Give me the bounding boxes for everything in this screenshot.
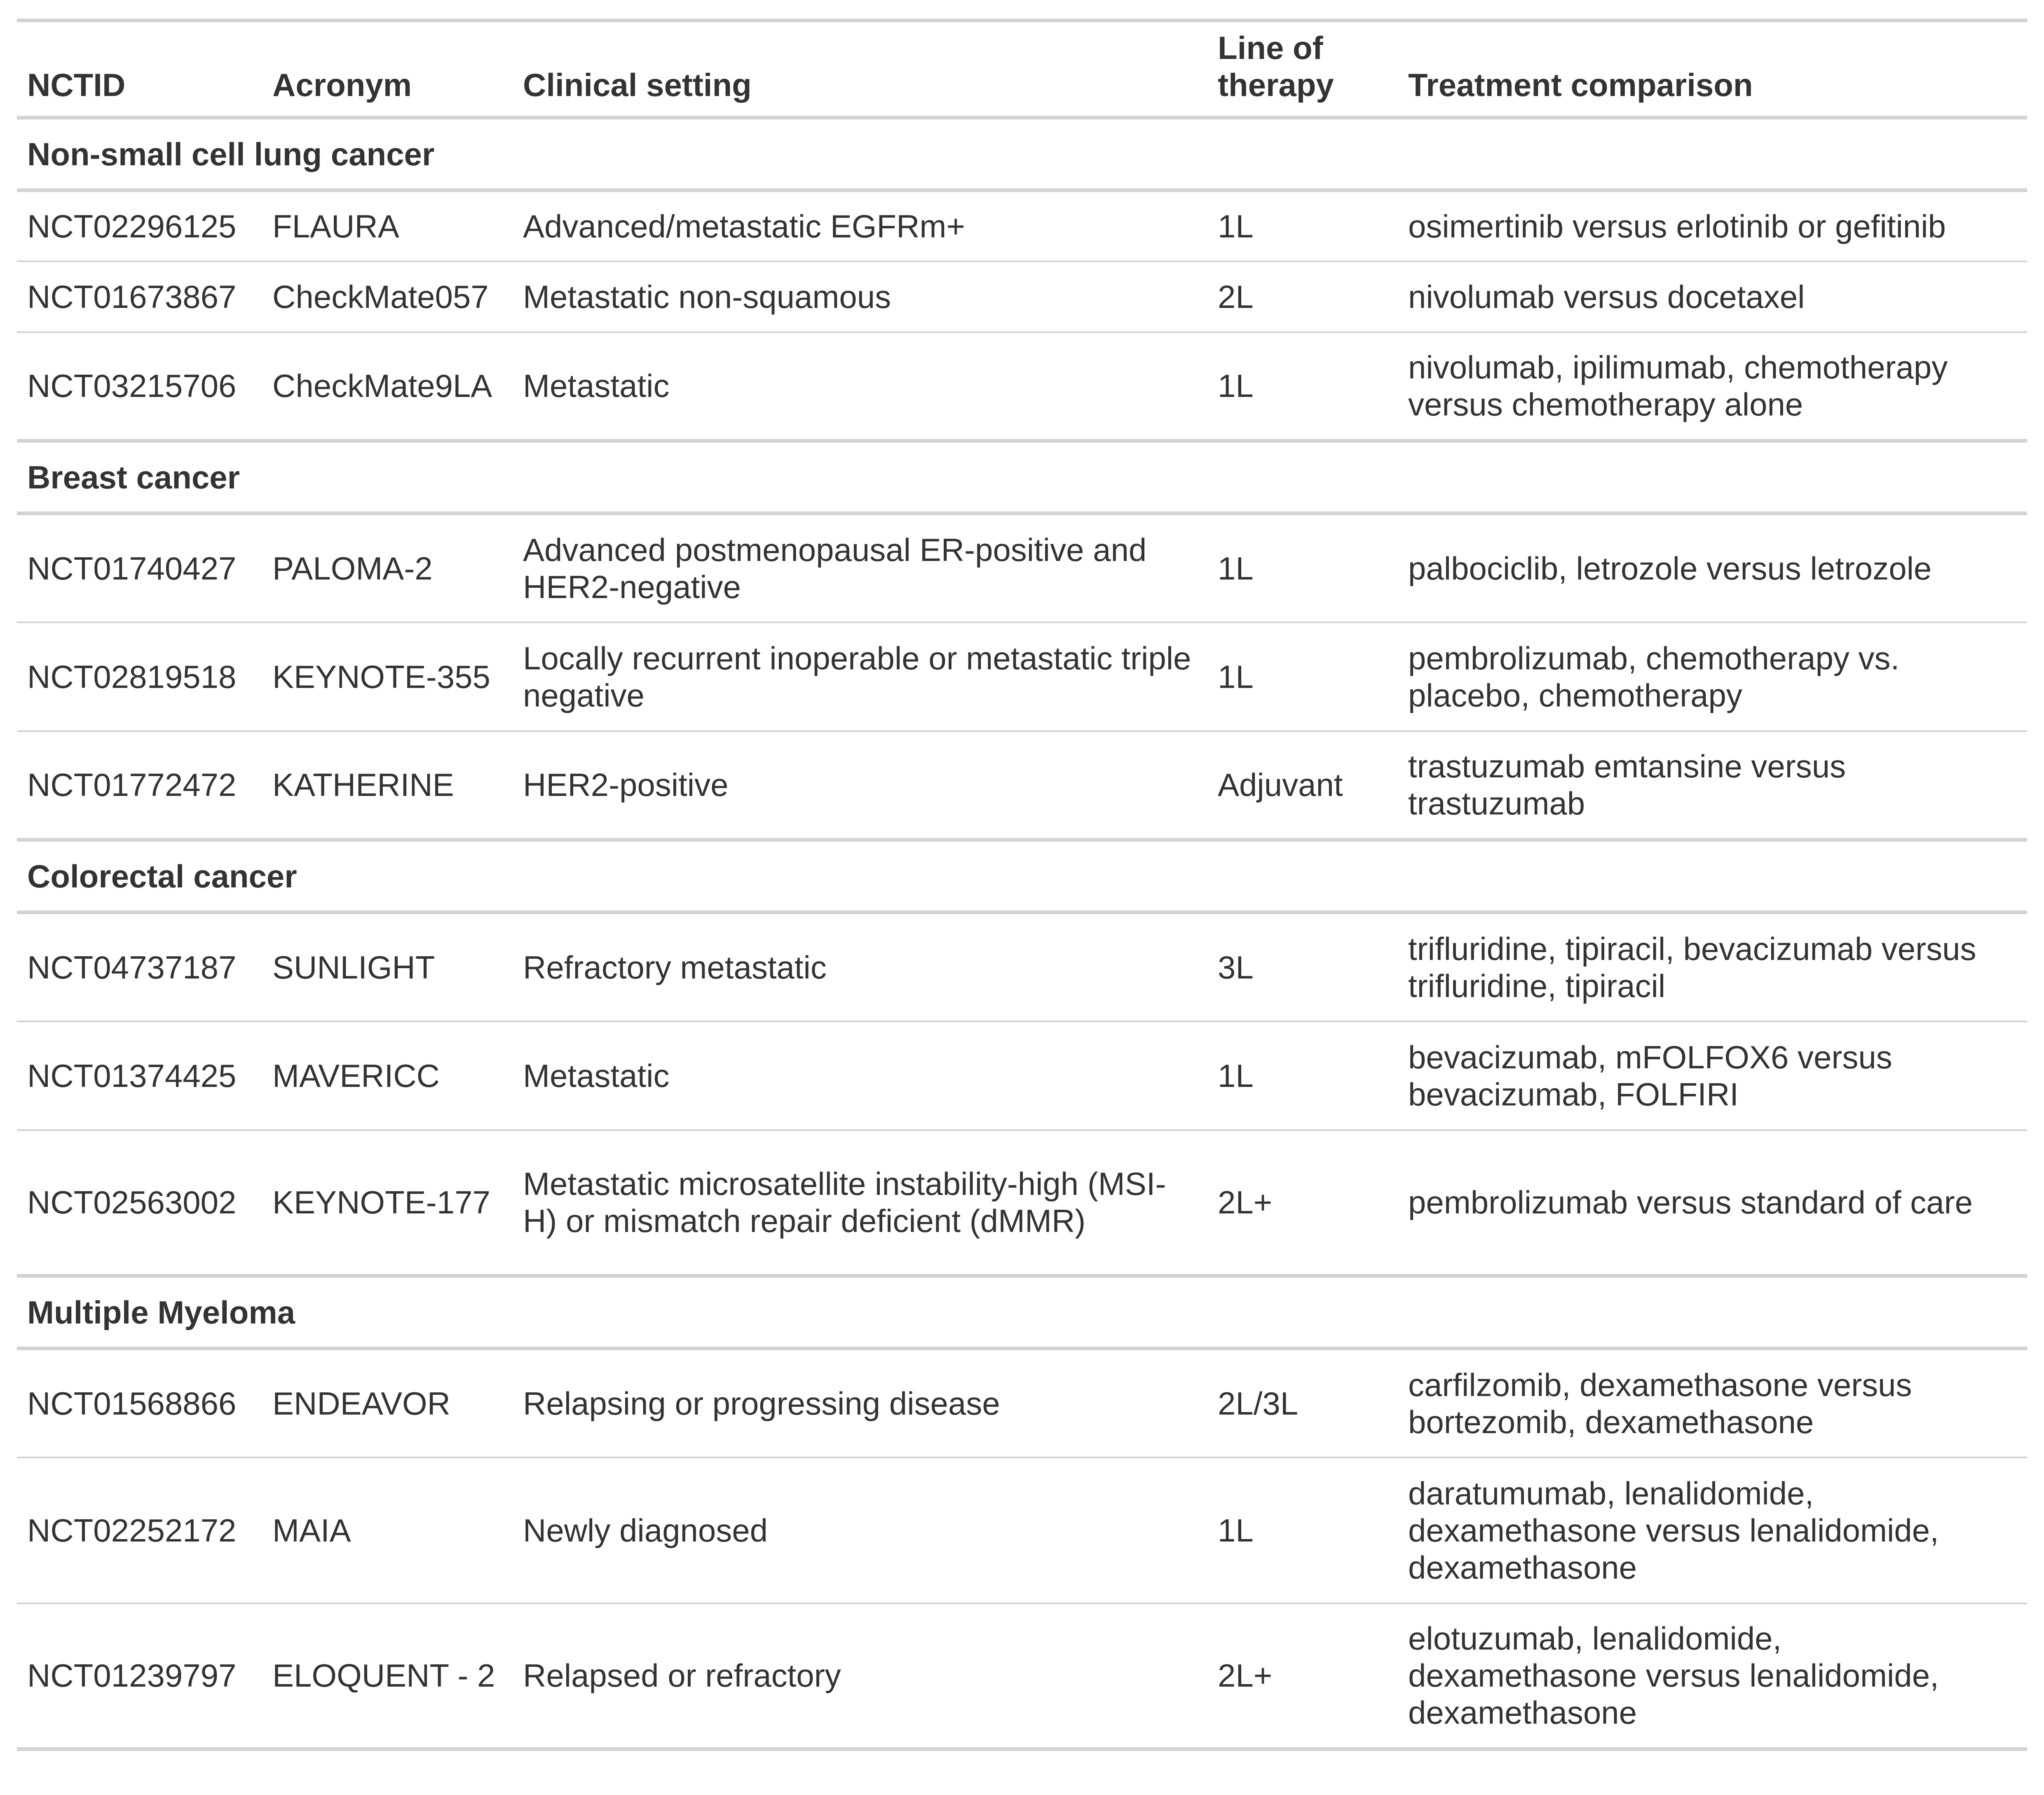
- table-row: NCT01673867 CheckMate057 Metastatic non-…: [17, 261, 2027, 333]
- table-row: NCT02296125 FLAURA Advanced/metastatic E…: [17, 190, 2027, 262]
- comparison-cell: pembrolizumab versus standard of care: [1398, 1130, 2027, 1278]
- line-cell: 2L+: [1207, 1130, 1398, 1278]
- table-body: Non-small cell lung cancer NCT02296125 F…: [17, 117, 2027, 1750]
- setting-cell: Refractory metastatic: [513, 912, 1207, 1022]
- acronym-cell: ENDEAVOR: [262, 1348, 513, 1458]
- line-cell: 2L: [1207, 261, 1398, 333]
- header-clinical-setting[interactable]: Clinical setting: [513, 20, 1207, 120]
- acronym-cell: KEYNOTE-355: [262, 622, 513, 732]
- group-row-nsclc: Non-small cell lung cancer: [17, 117, 2027, 192]
- nctid-cell: NCT01740427: [17, 513, 262, 623]
- comparison-cell: palbociclib, letrozole versus letrozole: [1398, 513, 2027, 623]
- acronym-cell: MAIA: [262, 1457, 513, 1604]
- setting-cell: Advanced/metastatic EGFRm+: [513, 190, 1207, 262]
- comparison-cell: nivolumab versus docetaxel: [1398, 261, 2027, 333]
- setting-cell: Metastatic: [513, 332, 1207, 443]
- line-cell: 1L: [1207, 190, 1398, 262]
- setting-cell: HER2-positive: [513, 731, 1207, 842]
- nctid-cell: NCT01374425: [17, 1021, 262, 1131]
- table-row: NCT04737187 SUNLIGHT Refractory metastat…: [17, 912, 2027, 1022]
- acronym-cell: ELOQUENT - 2: [262, 1603, 513, 1750]
- table-row: NCT01374425 MAVERICC Metastatic 1L bevac…: [17, 1021, 2027, 1131]
- acronym-cell: CheckMate057: [262, 261, 513, 333]
- header-row: NCTID Acronym Clinical setting Line of t…: [17, 20, 2027, 120]
- table-header: NCTID Acronym Clinical setting Line of t…: [17, 20, 2027, 120]
- comparison-cell: carfilzomib, dexamethasone versus bortez…: [1398, 1348, 2027, 1458]
- acronym-cell: KEYNOTE-177: [262, 1130, 513, 1278]
- table-row: NCT01568866 ENDEAVOR Relapsing or progre…: [17, 1348, 2027, 1458]
- acronym-cell: FLAURA: [262, 190, 513, 262]
- nctid-cell: NCT02296125: [17, 190, 262, 262]
- table-row: NCT01239797 ELOQUENT - 2 Relapsed or ref…: [17, 1603, 2027, 1750]
- nctid-cell: NCT01239797: [17, 1603, 262, 1750]
- comparison-cell: osimertinib versus erlotinib or gefitini…: [1398, 190, 2027, 262]
- table-row: NCT02563002 KEYNOTE-177 Metastatic micro…: [17, 1130, 2027, 1278]
- comparison-cell: trastuzumab emtansine versus trastuzumab: [1398, 731, 2027, 842]
- group-row-multiple-myeloma: Multiple Myeloma: [17, 1276, 2027, 1350]
- group-row-breast-cancer: Breast cancer: [17, 441, 2027, 515]
- nctid-cell: NCT03215706: [17, 332, 262, 443]
- line-cell: 2L/3L: [1207, 1348, 1398, 1458]
- nctid-cell: NCT02819518: [17, 622, 262, 732]
- setting-cell: Advanced postmenopausal ER-positive and …: [513, 513, 1207, 623]
- line-cell: 1L: [1207, 1457, 1398, 1604]
- acronym-cell: CheckMate9LA: [262, 332, 513, 443]
- header-treatment-comparison[interactable]: Treatment comparison: [1398, 20, 2027, 120]
- comparison-cell: nivolumab, ipilimumab, chemotherapy vers…: [1398, 332, 2027, 443]
- table-row: NCT01740427 PALOMA-2 Advanced postmenopa…: [17, 513, 2027, 623]
- line-cell: 2L+: [1207, 1603, 1398, 1750]
- setting-cell: Metastatic microsatellite instability-hi…: [513, 1130, 1207, 1278]
- line-cell: 1L: [1207, 1021, 1398, 1131]
- comparison-cell: elotuzumab, lenalidomide, dexamethasone …: [1398, 1603, 2027, 1750]
- nctid-cell: NCT01772472: [17, 731, 262, 842]
- acronym-cell: KATHERINE: [262, 731, 513, 842]
- nctid-cell: NCT02563002: [17, 1130, 262, 1278]
- nctid-cell: NCT01568866: [17, 1348, 262, 1458]
- acronym-cell: SUNLIGHT: [262, 912, 513, 1022]
- setting-cell: Metastatic: [513, 1021, 1207, 1131]
- setting-cell: Relapsing or progressing disease: [513, 1348, 1207, 1458]
- table-row: NCT03215706 CheckMate9LA Metastatic 1L n…: [17, 332, 2027, 443]
- nctid-cell: NCT01673867: [17, 261, 262, 333]
- table-row: NCT01772472 KATHERINE HER2-positive Adju…: [17, 731, 2027, 842]
- line-cell: 1L: [1207, 513, 1398, 623]
- trials-table-container: NCTID Acronym Clinical setting Line of t…: [17, 19, 2027, 1751]
- line-cell: 1L: [1207, 332, 1398, 443]
- nctid-cell: NCT04737187: [17, 912, 262, 1022]
- group-label: Multiple Myeloma: [17, 1276, 2027, 1350]
- header-acronym[interactable]: Acronym: [262, 20, 513, 120]
- line-cell: 1L: [1207, 622, 1398, 732]
- header-nctid[interactable]: NCTID: [17, 20, 262, 120]
- setting-cell: Newly diagnosed: [513, 1457, 1207, 1604]
- nctid-cell: NCT02252172: [17, 1457, 262, 1604]
- header-line-of-therapy[interactable]: Line of therapy: [1207, 20, 1398, 120]
- line-cell: Adjuvant: [1207, 731, 1398, 842]
- group-label: Colorectal cancer: [17, 840, 2027, 914]
- comparison-cell: trifluridine, tipiracil, bevacizumab ver…: [1398, 912, 2027, 1022]
- group-row-colorectal-cancer: Colorectal cancer: [17, 840, 2027, 914]
- acronym-cell: PALOMA-2: [262, 513, 513, 623]
- comparison-cell: pembrolizumab, chemotherapy vs. placebo,…: [1398, 622, 2027, 732]
- group-label: Non-small cell lung cancer: [17, 117, 2027, 192]
- clinical-trials-table: NCTID Acronym Clinical setting Line of t…: [17, 19, 2027, 1751]
- table-row: NCT02819518 KEYNOTE-355 Locally recurren…: [17, 622, 2027, 732]
- line-cell: 3L: [1207, 912, 1398, 1022]
- comparison-cell: daratumumab, lenalidomide, dexamethasone…: [1398, 1457, 2027, 1604]
- comparison-cell: bevacizumab, mFOLFOX6 versus bevacizumab…: [1398, 1021, 2027, 1131]
- setting-cell: Metastatic non-squamous: [513, 261, 1207, 333]
- setting-cell: Locally recurrent inoperable or metastat…: [513, 622, 1207, 732]
- setting-cell: Relapsed or refractory: [513, 1603, 1207, 1750]
- table-row: NCT02252172 MAIA Newly diagnosed 1L dara…: [17, 1457, 2027, 1604]
- acronym-cell: MAVERICC: [262, 1021, 513, 1131]
- group-label: Breast cancer: [17, 441, 2027, 515]
